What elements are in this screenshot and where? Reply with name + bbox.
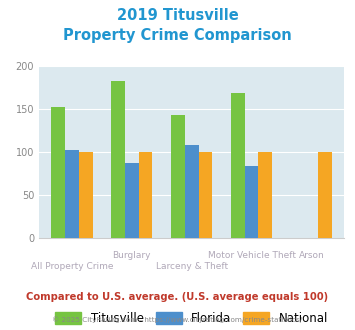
Text: Larceny & Theft: Larceny & Theft [155, 262, 228, 271]
Bar [125, 163, 139, 238]
Bar [258, 152, 272, 238]
Text: 2019 Titusville: 2019 Titusville [117, 8, 238, 23]
Text: Property Crime Comparison: Property Crime Comparison [63, 28, 292, 43]
Bar [51, 107, 65, 238]
Bar [139, 152, 153, 238]
Text: Compared to U.S. average. (U.S. average equals 100): Compared to U.S. average. (U.S. average … [26, 292, 329, 302]
Bar [231, 93, 245, 238]
Text: Burglary: Burglary [113, 251, 151, 260]
Bar [79, 152, 93, 238]
Bar [171, 115, 185, 238]
Text: All Property Crime: All Property Crime [31, 262, 113, 271]
Bar [65, 150, 79, 238]
Text: Motor Vehicle Theft: Motor Vehicle Theft [208, 251, 296, 260]
Legend: Titusville, Florida, National: Titusville, Florida, National [52, 309, 332, 329]
Bar [318, 152, 332, 238]
Text: Arson: Arson [299, 251, 324, 260]
Bar [245, 166, 258, 238]
Text: © 2025 CityRating.com - https://www.cityrating.com/crime-statistics/: © 2025 CityRating.com - https://www.city… [53, 317, 302, 323]
Bar [198, 152, 212, 238]
Bar [111, 82, 125, 238]
Bar [185, 145, 198, 238]
